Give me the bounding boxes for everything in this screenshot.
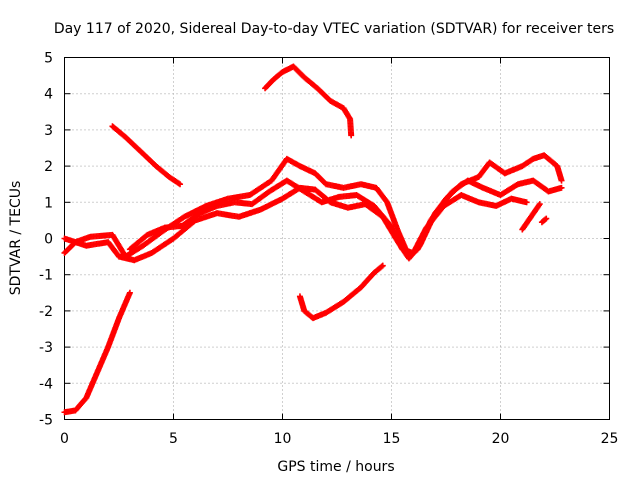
y-tick-label: 1	[44, 195, 53, 211]
data-point	[348, 132, 355, 139]
data-point	[523, 199, 530, 206]
data-point	[558, 184, 565, 191]
y-tick-label: 4	[44, 87, 53, 103]
data-point	[177, 181, 184, 188]
y-tick-label: 3	[44, 123, 53, 139]
series-arc-7	[126, 177, 530, 256]
data-points	[61, 63, 565, 416]
data-point	[543, 215, 550, 222]
data-point	[126, 289, 133, 296]
x-tick-label: 5	[169, 431, 178, 447]
y-tick-label: -5	[39, 413, 53, 429]
y-tick-label: 5	[44, 51, 53, 67]
x-tick-label: 15	[383, 431, 401, 447]
data-point	[558, 177, 565, 184]
y-tick-label: -1	[39, 268, 53, 284]
data-point	[536, 201, 543, 208]
y-axis-label: SDTVAR / TECUs	[8, 181, 24, 296]
series-arc-1	[61, 289, 133, 416]
x-tick-label: 10	[274, 431, 292, 447]
y-tick-label: 0	[44, 232, 53, 248]
series-arc-2	[109, 123, 184, 188]
chart-title: Day 117 of 2020, Sidereal Day-to-day VTE…	[54, 21, 614, 37]
series-arc-8	[519, 201, 543, 233]
data-point	[378, 263, 385, 270]
y-tick-label: -4	[39, 376, 53, 392]
y-tick-label: -2	[39, 304, 53, 320]
data-point	[542, 216, 549, 223]
axis-ticks: 0 5 10 15 20 25 -5 -4 -3 -2 -1 0 1 2 3 4 5	[39, 51, 618, 448]
y-tick-label: -3	[39, 340, 53, 356]
series-arc-9	[538, 215, 550, 226]
data-point	[379, 262, 386, 269]
x-tick-label: 20	[492, 431, 510, 447]
series-arc-3	[262, 63, 355, 139]
x-axis-label: GPS time / hours	[277, 459, 394, 475]
series-arc-4	[296, 262, 386, 322]
y-tick-label: 2	[44, 159, 53, 175]
x-tick-label: 0	[60, 431, 69, 447]
x-tick-label: 25	[601, 431, 619, 447]
